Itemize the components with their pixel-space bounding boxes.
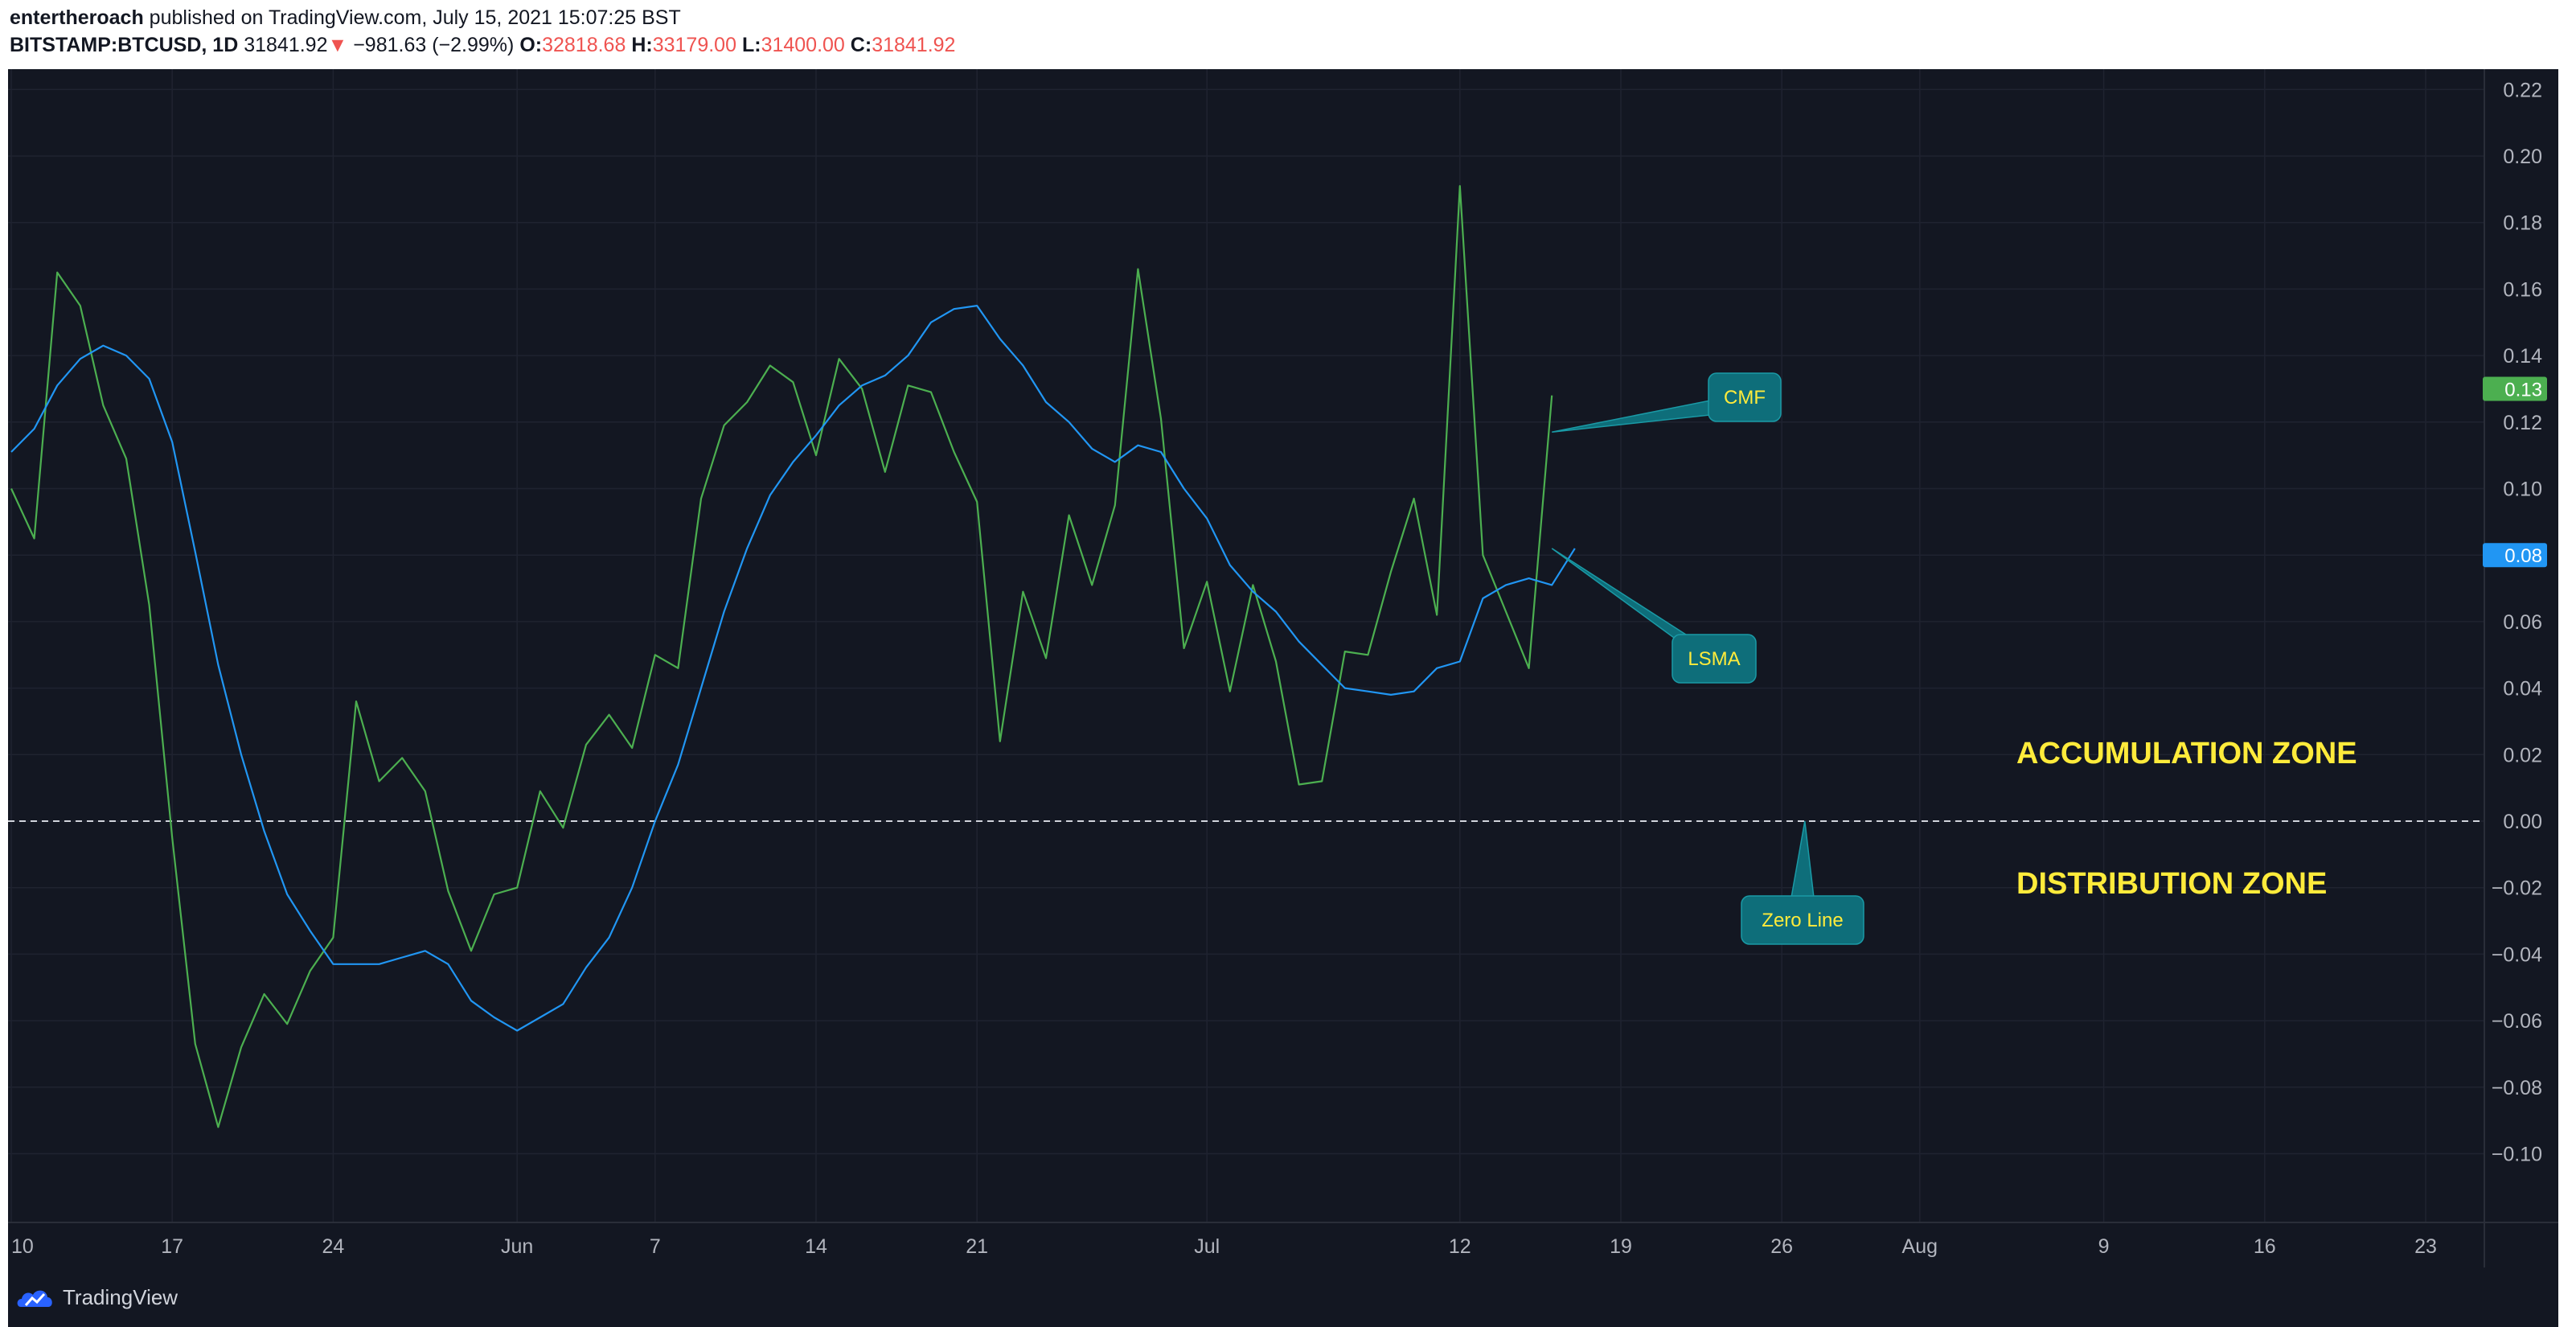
y-tick-label: 0.12 bbox=[2503, 412, 2542, 434]
y-tick-label: 0.10 bbox=[2503, 479, 2542, 501]
y-tick-label: −0.06 bbox=[2492, 1010, 2542, 1033]
y-tick-label: 0.04 bbox=[2503, 678, 2542, 700]
last-price: 31841.92 bbox=[244, 34, 328, 56]
x-tick-label: Aug bbox=[1902, 1235, 1938, 1258]
author-name[interactable]: entertheroach bbox=[10, 6, 144, 29]
chart-panel[interactable]: 0.22 0.20 0.18 0.16 0.14 0.12 0.10 0.06 0.04 0.02… bbox=[8, 69, 2558, 1267]
published-text: published on TradingView.com, July 15, 2… bbox=[149, 6, 681, 29]
svg-text:CMF: CMF bbox=[1724, 387, 1766, 409]
y-tick-label: −0.10 bbox=[2492, 1144, 2542, 1166]
close-value: 31841.92 bbox=[872, 34, 956, 56]
y-tick-label: −0.08 bbox=[2492, 1077, 2542, 1099]
y-axis[interactable]: 0.22 0.20 0.18 0.16 0.14 0.12 0.10 0.06 0.04 0.02… bbox=[2484, 69, 2542, 1267]
low-value: 31400.00 bbox=[761, 34, 845, 56]
x-tick-label: 19 bbox=[1610, 1235, 1632, 1258]
tradingview-logo[interactable]: TradingView bbox=[16, 1285, 178, 1310]
callouts: CMF LSMA Zero Line bbox=[1551, 372, 1864, 945]
x-tick-label: 10 bbox=[11, 1235, 34, 1258]
price-change: −981.63 (−2.99%) bbox=[353, 34, 515, 56]
open-key: O: bbox=[519, 34, 543, 56]
x-tick-label: 17 bbox=[161, 1235, 183, 1258]
y-tick-label: 0.14 bbox=[2503, 345, 2542, 368]
callout-lsma: LSMA bbox=[1551, 548, 1757, 684]
down-arrow-icon: ▼ bbox=[327, 34, 348, 56]
x-tick-label: Jun bbox=[501, 1235, 533, 1258]
price-label-0-13: 0.13 bbox=[2483, 376, 2547, 401]
x-tick-label: 24 bbox=[322, 1235, 344, 1258]
grid-lines bbox=[8, 69, 2484, 1222]
x-tick-label: 21 bbox=[966, 1235, 988, 1258]
open-value: 32818.68 bbox=[542, 34, 626, 56]
y-tick-label: 0.18 bbox=[2503, 212, 2542, 235]
x-axis[interactable]: 10 17 24 Jun 7 14 21 Jul 12 19 26 Aug 9 16 23 bbox=[8, 1222, 2558, 1258]
zone-label: ACCUMULATION ZONE bbox=[2016, 737, 2357, 770]
close-key: C: bbox=[850, 34, 872, 56]
svg-text:0.08: 0.08 bbox=[2504, 545, 2542, 567]
price-labels: 0.13 0.08 bbox=[2483, 376, 2547, 568]
footer-bar: TradingView bbox=[8, 1267, 2558, 1327]
publish-header: entertheroach published on TradingView.c… bbox=[10, 5, 681, 31]
symbol-label[interactable]: BITSTAMP:BTCUSD, 1D bbox=[10, 34, 239, 56]
x-tick-label: 16 bbox=[2254, 1235, 2276, 1258]
x-tick-label: 26 bbox=[1770, 1235, 1793, 1258]
y-tick-label: 0.06 bbox=[2503, 611, 2542, 634]
tradingview-brand: TradingView bbox=[63, 1285, 178, 1309]
high-key: H: bbox=[631, 34, 653, 56]
chart-svg[interactable]: 0.22 0.20 0.18 0.16 0.14 0.12 0.10 0.06 0.04 0.02… bbox=[8, 69, 2558, 1267]
x-tick-label: 12 bbox=[1449, 1235, 1471, 1258]
cloud-icon bbox=[17, 1290, 52, 1307]
price-label-0-08: 0.08 bbox=[2483, 543, 2547, 568]
ohlc-legend: BITSTAMP:BTCUSD, 1D 31841.92▼ −981.63 (−… bbox=[10, 32, 955, 58]
zone-labels: ACCUMULATION ZONE DISTRIBUTION ZONE bbox=[2016, 737, 2357, 901]
svg-text:Zero Line: Zero Line bbox=[1762, 910, 1843, 931]
high-value: 33179.00 bbox=[652, 34, 736, 56]
series-lines bbox=[10, 185, 1576, 1128]
y-tick-label: 0.02 bbox=[2503, 744, 2542, 766]
y-tick-label: −0.04 bbox=[2492, 943, 2542, 966]
callout-zero-line: Zero Line bbox=[1741, 820, 1864, 945]
low-key: L: bbox=[741, 34, 761, 56]
x-tick-label: 14 bbox=[805, 1235, 827, 1258]
y-tick-label: 0.00 bbox=[2503, 811, 2542, 833]
y-tick-label: −0.02 bbox=[2492, 877, 2542, 900]
svg-text:0.13: 0.13 bbox=[2504, 379, 2542, 401]
series-line-cmf bbox=[10, 185, 1553, 1128]
x-tick-label: 7 bbox=[650, 1235, 661, 1258]
x-tick-label: Jul bbox=[1194, 1235, 1220, 1258]
x-tick-label: 9 bbox=[2098, 1235, 2110, 1258]
y-tick-label: 0.20 bbox=[2503, 146, 2542, 168]
y-tick-label: 0.22 bbox=[2503, 79, 2542, 101]
callout-cmf: CMF bbox=[1552, 372, 1782, 433]
zone-label: DISTRIBUTION ZONE bbox=[2016, 867, 2327, 901]
series-line-lsma bbox=[10, 305, 1576, 1032]
y-tick-label: 0.16 bbox=[2503, 278, 2542, 301]
svg-text:LSMA: LSMA bbox=[1688, 648, 1740, 670]
x-tick-label: 23 bbox=[2414, 1235, 2437, 1258]
